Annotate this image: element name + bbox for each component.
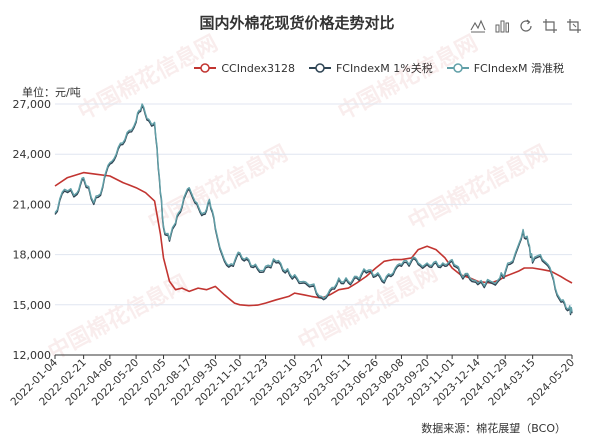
zoom-icon[interactable] — [542, 18, 558, 34]
legend-item-ccindex[interactable]: CCIndex3128 — [194, 60, 295, 76]
y-tick-label: 18,000 — [13, 249, 52, 262]
chart-toolbox — [470, 18, 582, 34]
legend-label-ccindex: CCIndex3128 — [221, 61, 295, 75]
zoom-reset-icon[interactable] — [566, 18, 582, 34]
data-source: 数据来源：棉花展望（BCO） — [421, 422, 566, 435]
legend-label-fcindex-1pct: FCIndexM 1%关税 — [335, 62, 433, 75]
chart-legend: CCIndex3128 FCIndexM 1%关税 FCIndexM 滑准税 — [194, 60, 564, 76]
y-tick-label: 15,000 — [13, 299, 52, 312]
y-tick-label: 12,000 — [13, 349, 52, 362]
chart-title: 国内外棉花现货价格走势对比 — [199, 14, 395, 32]
y-tick-label: 21,000 — [13, 198, 52, 211]
legend-item-fcindex-sliding[interactable]: FCIndexM 滑准税 — [446, 60, 564, 76]
y-tick-label: 27,000 — [13, 98, 52, 111]
y-axis-unit: 单位：元/吨 — [22, 86, 81, 99]
bar-switch-icon[interactable] — [494, 18, 510, 34]
legend-item-fcindex-1pct[interactable]: FCIndexM 1%关税 — [308, 60, 433, 76]
series-line-2 — [54, 103, 573, 314]
legend-label-fcindex-sliding: FCIndexM 滑准税 — [473, 62, 564, 75]
y-tick-label: 24,000 — [13, 148, 52, 161]
line-switch-icon[interactable] — [470, 18, 486, 34]
restore-icon[interactable] — [518, 18, 534, 34]
